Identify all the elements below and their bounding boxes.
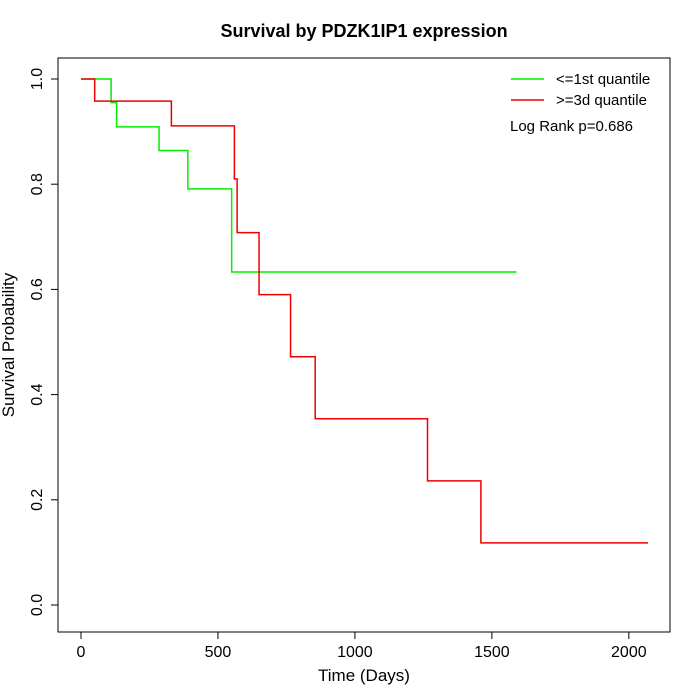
chart-title: Survival by PDZK1IP1 expression xyxy=(220,21,507,41)
y-tick-label: 0.8 xyxy=(29,173,46,195)
y-tick-label: 1.0 xyxy=(29,68,46,90)
log-rank-annotation: Log Rank p=0.686 xyxy=(510,118,633,135)
series-layer xyxy=(81,78,648,544)
x-axis: 0 500 1000 1500 2000 xyxy=(77,631,647,661)
series-line-1 xyxy=(81,78,648,544)
x-tick-label: 1500 xyxy=(474,644,510,661)
legend: <=1st quantile >=3d quantile xyxy=(511,71,650,109)
y-tick-label: 0.6 xyxy=(29,278,46,300)
x-tick-label: 2000 xyxy=(611,644,647,661)
y-tick-label: 0.4 xyxy=(29,383,46,405)
legend-entry: <=1st quantile xyxy=(556,71,650,88)
x-tick-label: 1000 xyxy=(337,644,373,661)
y-tick-label: 0.0 xyxy=(29,594,46,616)
x-tick-label: 500 xyxy=(205,644,232,661)
y-tick-label: 0.2 xyxy=(29,489,46,511)
y-axis: 0.0 0.2 0.4 0.6 0.8 1.0 xyxy=(29,68,59,616)
series-line-0 xyxy=(81,78,517,273)
y-axis-label: Survival Probability xyxy=(0,272,18,417)
legend-entry: >=3d quantile xyxy=(556,92,647,109)
x-axis-label: Time (Days) xyxy=(318,666,410,685)
plot-frame xyxy=(57,57,671,633)
x-tick-label: 0 xyxy=(77,644,86,661)
